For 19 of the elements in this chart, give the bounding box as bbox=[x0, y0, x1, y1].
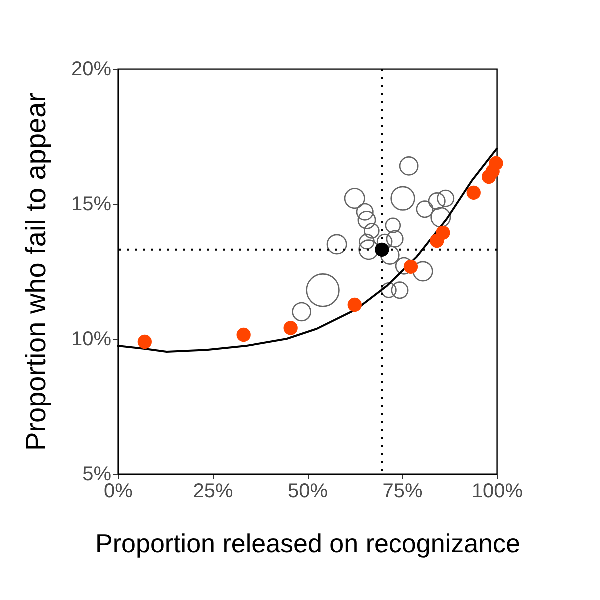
point bbox=[284, 321, 298, 336]
y-tick-label: 15% bbox=[71, 194, 112, 216]
x-tick-label: 25% bbox=[193, 480, 234, 502]
x-tick-label: 75% bbox=[382, 480, 423, 502]
point bbox=[404, 260, 418, 274]
y-axis-title: Proportion who fail to appear bbox=[20, 93, 52, 451]
x-axis-title: Proportion released on recognizance bbox=[96, 528, 520, 558]
point bbox=[138, 334, 152, 350]
point bbox=[348, 298, 362, 312]
y-tick-label: 20% bbox=[71, 58, 112, 80]
y-tick-label: 10% bbox=[71, 328, 112, 350]
point bbox=[375, 242, 390, 257]
point bbox=[236, 328, 251, 342]
point bbox=[466, 186, 481, 200]
x-tick-label: 100% bbox=[472, 480, 524, 502]
x-tick-label: 50% bbox=[288, 480, 328, 502]
x-tick-label: 0% bbox=[104, 480, 134, 502]
point bbox=[489, 156, 504, 171]
point bbox=[436, 226, 450, 240]
